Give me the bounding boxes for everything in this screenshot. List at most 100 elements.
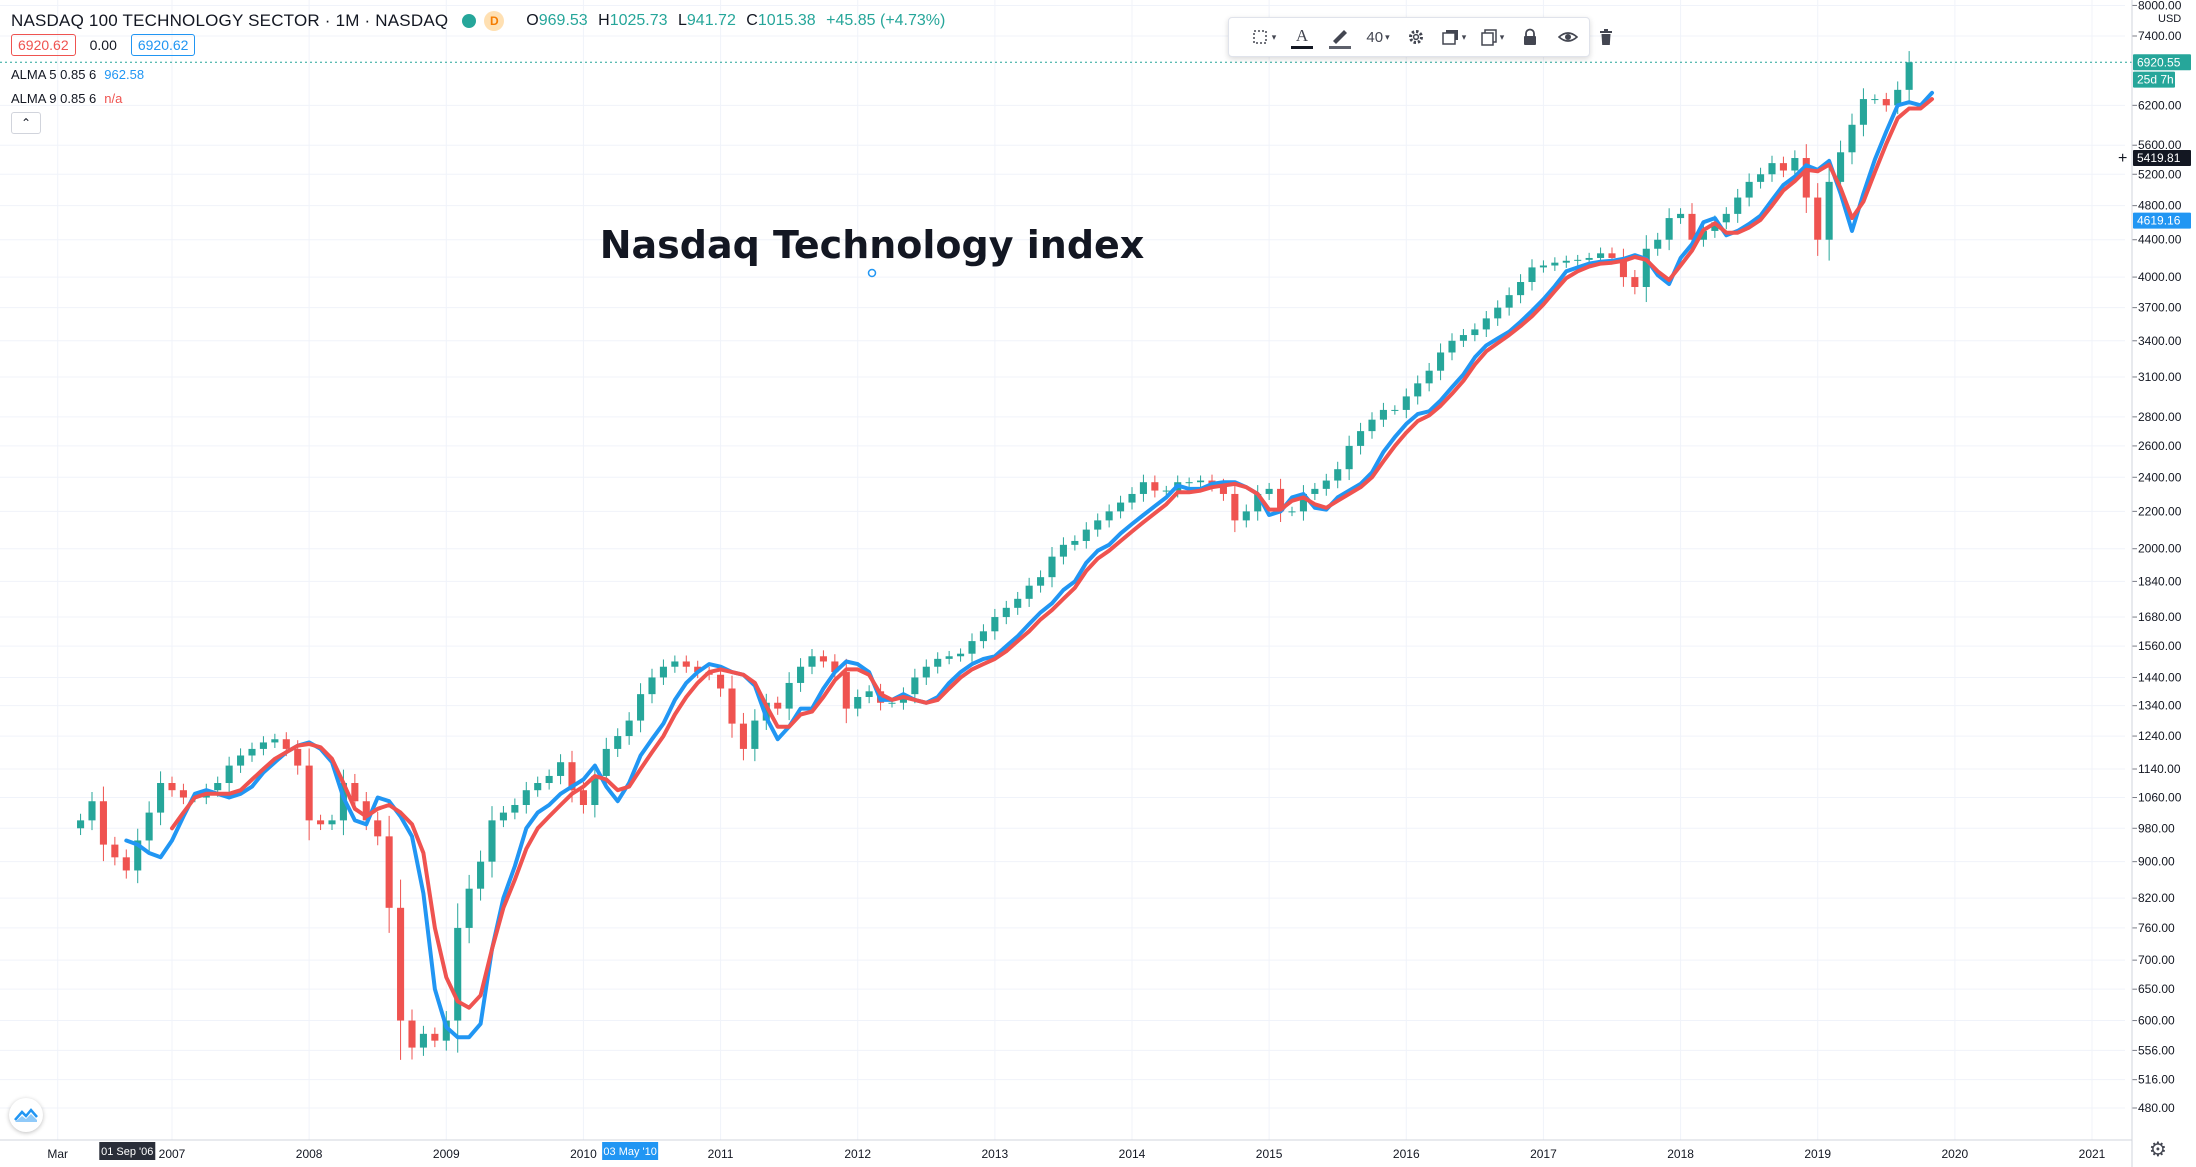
visual-order-button[interactable]: ▾: [1439, 22, 1469, 52]
candle-body: [579, 790, 587, 805]
hide-button[interactable]: [1553, 22, 1583, 52]
candle-body: [351, 783, 359, 802]
candle: [419, 1025, 427, 1056]
select-area-tool[interactable]: ▾: [1249, 22, 1279, 52]
candle: [488, 806, 496, 878]
price-badge: 6920.55: [2133, 54, 2191, 71]
candle-body: [1277, 488, 1285, 512]
candle-body: [1597, 253, 1605, 258]
candle-body: [979, 631, 987, 642]
candle: [454, 903, 462, 1053]
candle-body: [1379, 409, 1387, 420]
chart-settings-gear-icon[interactable]: ⚙: [2149, 1139, 2167, 1161]
y-tick-label: 2200.00: [2138, 504, 2182, 518]
tradingview-logo[interactable]: [9, 1098, 43, 1132]
candle-body: [237, 755, 245, 766]
candle: [1277, 478, 1285, 523]
candle-body: [671, 661, 679, 667]
candle-body: [751, 720, 759, 749]
candle-body: [1345, 445, 1353, 470]
candle: [328, 814, 336, 831]
candle-body: [694, 666, 702, 673]
line-color-tool[interactable]: [1325, 22, 1355, 52]
candle: [1311, 482, 1319, 500]
price-badge-label: 25d 7h: [2137, 73, 2174, 87]
candle: [751, 709, 759, 762]
candle-body: [168, 783, 176, 791]
y-axis-unit: USD: [2158, 13, 2181, 25]
candle: [1242, 504, 1250, 528]
candle: [1299, 485, 1307, 521]
candle: [1322, 473, 1330, 496]
x-tick-label: 2011: [708, 1147, 734, 1161]
candle-body: [625, 720, 633, 737]
candle-body: [1539, 265, 1547, 268]
font-size-dropdown[interactable]: 40 ▾: [1366, 28, 1390, 46]
time-badge: 03 May '10: [602, 1142, 659, 1160]
lock-button[interactable]: [1515, 22, 1545, 52]
text-color-icon: A: [1291, 26, 1313, 49]
indicator-alma-9[interactable]: ALMA 9 0.85 6 n/a: [11, 91, 122, 106]
candle: [168, 776, 176, 797]
candle: [1002, 600, 1010, 625]
candle-body: [145, 812, 153, 841]
candle: [1459, 328, 1467, 347]
candle: [1551, 257, 1559, 271]
alma-lines: [124, 90, 1934, 1040]
y-tick-label: 820.00: [2138, 891, 2175, 905]
candle-body: [179, 790, 187, 798]
candle: [1517, 274, 1525, 304]
interval-badge[interactable]: D: [484, 11, 505, 31]
clone-button[interactable]: ▾: [1477, 22, 1507, 52]
candle: [157, 771, 165, 826]
candle-body: [1002, 607, 1010, 618]
candle: [1425, 362, 1433, 392]
sell-price-button[interactable]: 6920.62: [11, 34, 76, 56]
candle: [77, 813, 85, 836]
candle: [1185, 477, 1193, 487]
candle: [739, 712, 747, 761]
candle: [1437, 343, 1445, 381]
symbol-title[interactable]: NASDAQ 100 TECHNOLOGY SECTOR · 1M · NASD…: [11, 11, 449, 30]
price-badge-bg: [2133, 54, 2191, 71]
x-tick-label: 2012: [844, 1147, 871, 1161]
candle: [1825, 164, 1833, 261]
collapse-indicators-button[interactable]: ⌃: [11, 112, 41, 134]
x-tick-label: 2014: [1119, 1147, 1146, 1161]
chart-title[interactable]: Nasdaq Technology index: [600, 223, 1145, 267]
drawing-toolbar: ▾ A 40 ▾ ▾ ▾: [1228, 17, 1612, 57]
candle: [1288, 506, 1296, 517]
x-tick-label: Mar: [47, 1147, 68, 1161]
settings-button[interactable]: [1401, 22, 1431, 52]
candle-body: [1711, 222, 1719, 231]
candle-body: [214, 783, 222, 791]
x-tick-label: 2017: [1530, 1147, 1557, 1161]
candle: [1059, 537, 1067, 565]
candle: [1368, 412, 1376, 439]
candle-body: [1688, 213, 1696, 240]
candle-body: [1494, 307, 1502, 319]
candle: [717, 666, 725, 697]
candle-body: [1254, 493, 1262, 512]
buy-price-button[interactable]: 6920.62: [130, 34, 196, 56]
candle: [305, 748, 313, 841]
candle-body: [1128, 493, 1136, 503]
price-badge: 25d 7h: [2133, 71, 2175, 88]
candle-body: [682, 661, 690, 667]
candle: [1848, 113, 1856, 165]
y-tick-label: 480.00: [2138, 1101, 2175, 1115]
delete-button[interactable]: [1591, 22, 1621, 52]
candle: [1379, 402, 1387, 427]
candle-body: [1768, 163, 1776, 175]
candle: [1471, 323, 1479, 342]
candle-body: [1048, 556, 1056, 578]
text-color-tool[interactable]: A: [1287, 22, 1317, 52]
indicator-label: ALMA 9 0.85 6: [11, 91, 97, 106]
candle: [1871, 94, 1879, 104]
title-anchor-handle[interactable]: [867, 268, 877, 278]
candle-body: [1722, 213, 1730, 223]
indicator-alma-5[interactable]: ALMA 5 0.85 6 962.58: [11, 67, 144, 82]
candle-body: [534, 783, 542, 791]
